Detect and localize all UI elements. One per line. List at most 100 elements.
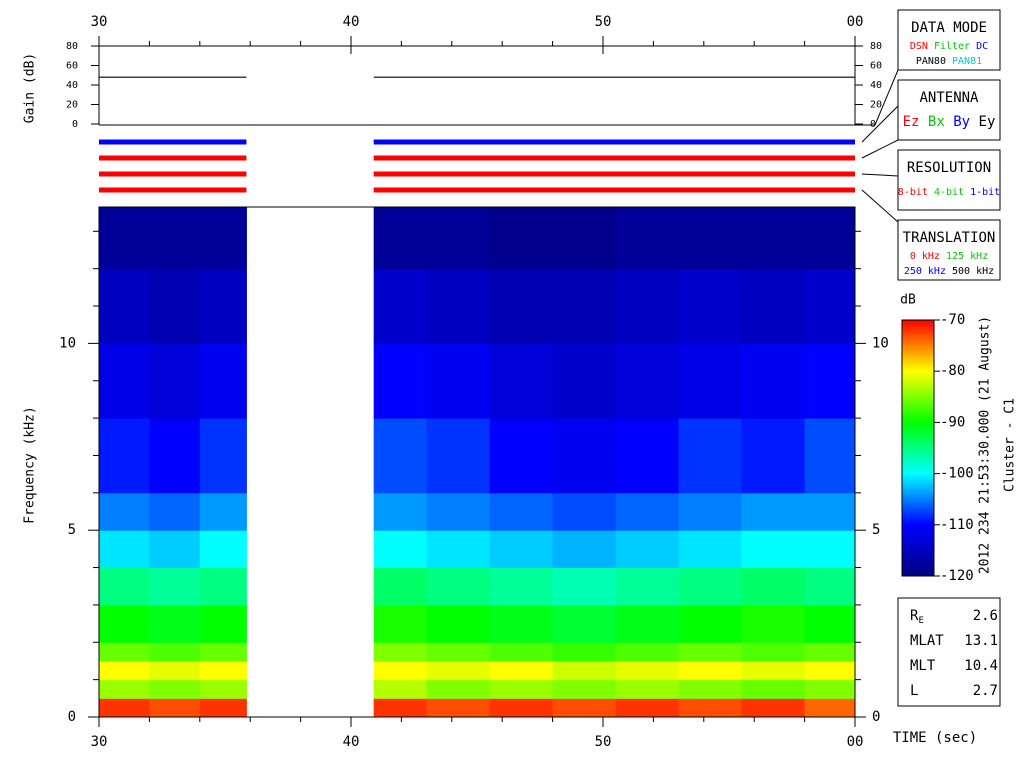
colorbar-tick-label: -100: [940, 466, 974, 482]
spectrogram-cell: [552, 268, 617, 344]
panel-item: DC: [976, 41, 988, 52]
gain-tick-label: 20: [66, 100, 78, 111]
spectrogram-cell: [99, 679, 150, 699]
spectrogram-cell: [615, 268, 680, 344]
spectrogram-cell: [149, 418, 201, 494]
spectrogram-cell: [489, 679, 554, 699]
panel-item: PAN80: [916, 56, 946, 67]
spectrogram-cell: [199, 660, 247, 681]
spectrogram-cell: [199, 679, 247, 699]
info-label-text: R: [910, 608, 919, 624]
spectrogram-cell: [804, 418, 856, 494]
spectrogram-cell: [149, 343, 201, 419]
spectrogram-cell: [99, 207, 150, 270]
spectrogram-cell: [804, 642, 856, 662]
spectrogram-cell: [489, 698, 554, 718]
spectrogram-cell: [741, 268, 806, 344]
spectrogram-cell: [199, 492, 247, 531]
spectrogram-cell: [426, 660, 491, 681]
spectrogram-cell: [373, 418, 428, 494]
spectrogram-cell: [615, 492, 680, 531]
info-value: 2.7: [973, 683, 998, 699]
y-tick-label: 0: [872, 709, 880, 725]
spectrogram-cell: [741, 530, 806, 569]
panel-item: Filter: [934, 41, 970, 52]
spectrogram-cell: [373, 207, 428, 270]
x-tick-label: 40: [343, 734, 360, 750]
spectrogram-cell: [741, 679, 806, 699]
spectrogram-cell: [149, 604, 201, 643]
spectrogram-cell: [552, 642, 617, 662]
y-tick-label: 0: [68, 709, 76, 725]
x-tick-label: 50: [595, 14, 612, 30]
info-label-text: L: [910, 683, 918, 699]
spectrogram-cell: [373, 660, 428, 681]
spectrogram-cell: [199, 698, 247, 718]
info-label: RE: [910, 608, 924, 626]
spectrogram-cell: [489, 207, 554, 270]
panel-box: [897, 149, 1001, 211]
spectrogram-cell: [149, 268, 201, 344]
spectrogram-cell: [552, 567, 617, 606]
panel-item: 125 kHz: [946, 251, 988, 262]
gain-tick-label: 80: [870, 41, 882, 52]
spectrogram-cell: [741, 642, 806, 662]
spectrogram-cell: [426, 567, 491, 606]
gain-tick-label: 60: [870, 61, 882, 72]
spectrogram-cell: [552, 207, 617, 270]
panel-item: 500 kHz: [952, 266, 994, 277]
x-tick-label: 40: [343, 14, 360, 30]
spectrogram-cell: [373, 268, 428, 344]
spectrogram-cell: [741, 698, 806, 718]
panel-row: PAN80 PAN81: [916, 56, 982, 67]
panel-box: [897, 219, 1001, 281]
spectrogram-cell: [99, 604, 150, 643]
spectrogram-cell: [426, 530, 491, 569]
side-text: 2012 234 21:53:30.000 (21 August): [978, 316, 993, 574]
x-tick-label: 30: [91, 734, 108, 750]
spectrogram-cell: [678, 492, 743, 531]
y-tick-label: 10: [59, 335, 76, 351]
spectrogram-cell: [99, 698, 150, 718]
spectrogram-cell: [804, 660, 856, 681]
panel-row: Ez Bx By Ey: [903, 114, 996, 130]
spectrogram-cell: [741, 418, 806, 494]
spectrogram-cell: [615, 642, 680, 662]
panel-row: DSN Filter DC: [910, 41, 988, 52]
panel-item: PAN81: [952, 56, 982, 67]
connectors: [855, 69, 899, 223]
spectrogram-cell: [426, 604, 491, 643]
gain-tick-label: 0: [870, 119, 876, 130]
side-text: Cluster - C1: [1003, 398, 1018, 492]
spectrogram-cell: [149, 530, 201, 569]
spectrogram-cell: [199, 343, 247, 419]
spectrogram-cell: [489, 268, 554, 344]
panel-item: DSN: [910, 41, 928, 52]
info-label-text: MLAT: [910, 633, 944, 649]
spectrogram-cell: [615, 679, 680, 699]
panel-title: ANTENNA: [919, 90, 979, 106]
panel-title: TRANSLATION: [903, 230, 996, 246]
panel-item: By: [953, 114, 970, 130]
spectrogram-cell: [373, 604, 428, 643]
spectrogram-cell: [426, 492, 491, 531]
spectrogram-cell: [426, 207, 491, 270]
spectrogram-cell: [552, 530, 617, 569]
info-value: 10.4: [964, 658, 998, 674]
panel-item: Ez: [903, 114, 920, 130]
spectrogram-cell: [804, 343, 856, 419]
spectrogram-cell: [373, 567, 428, 606]
spectrogram-cell: [99, 567, 150, 606]
spectrogram-cell: [149, 567, 201, 606]
spectrogram-cell: [489, 567, 554, 606]
colorbar-tick-label: -110: [940, 517, 974, 533]
panel-title: RESOLUTION: [907, 160, 991, 176]
spectrogram-cell: [804, 698, 856, 718]
spectrogram-cell: [615, 530, 680, 569]
spectrogram-cell: [489, 660, 554, 681]
spectrogram-cell: [373, 642, 428, 662]
spectrogram-cell: [99, 492, 150, 531]
spectrogram-cell: [99, 660, 150, 681]
spectrogram-cell: [678, 268, 743, 344]
spectrogram-cell: [804, 679, 856, 699]
